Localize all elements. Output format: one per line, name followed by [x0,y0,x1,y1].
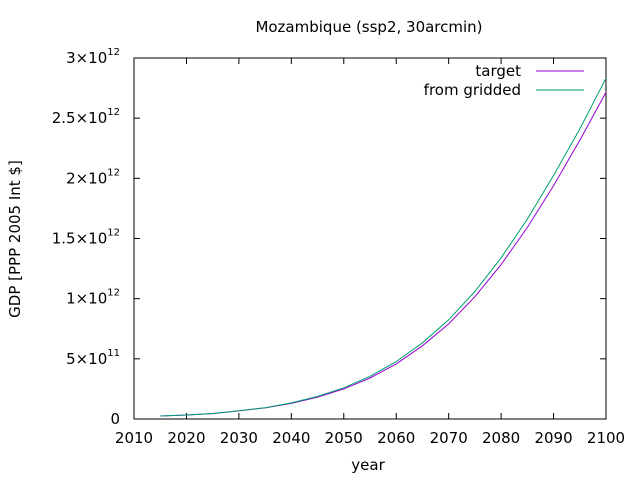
x-tick-label: 2080 [482,429,520,447]
series-line-0 [160,91,607,417]
legend-label-1: from gridded [424,81,521,99]
x-tick-label: 2010 [115,429,153,447]
x-tick-label: 2050 [325,429,363,447]
y-tick-label: 3×1012 [66,47,120,67]
chart-title: Mozambique (ssp2, 30arcmin) [255,18,482,36]
x-tick-label: 2030 [220,429,258,447]
series-line-1 [160,77,607,417]
x-tick-label: 2070 [430,429,468,447]
y-tick-label: 2×1012 [66,167,120,187]
x-tick-label: 2020 [167,429,205,447]
y-tick-label: 0 [110,410,120,428]
axis-ticks: 2010 2020 2030 2040 2050 2060 2070 2080 2090 2100… [52,47,625,447]
y-axis-label: GDP [PPP 2005 Int $] [6,160,24,318]
legend-label-0: target [475,62,521,80]
y-tick-label: 1.5×1012 [52,228,120,248]
x-tick-label: 2060 [377,429,415,447]
plot-frame [133,57,607,420]
y-tick-label: 5×1011 [66,348,120,368]
y-tick-label: 2.5×1012 [52,107,120,127]
x-tick-label: 2040 [272,429,310,447]
x-tick-label: 2090 [534,429,572,447]
x-tick-label: 2100 [587,429,625,447]
series-layer [160,77,607,417]
x-axis-label: year [351,456,385,474]
y-tick-label: 1×1012 [66,288,120,308]
